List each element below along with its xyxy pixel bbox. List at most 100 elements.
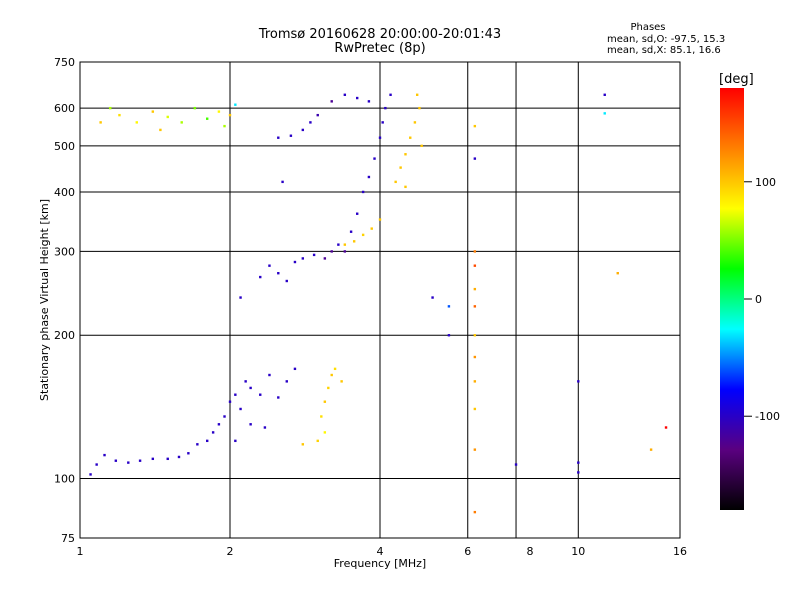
data-point <box>664 426 668 429</box>
data-point <box>95 463 98 466</box>
data-point <box>420 144 423 148</box>
colorbar-ticks: 100 0 -100 <box>744 176 780 423</box>
data-point <box>289 134 293 137</box>
data-point <box>138 459 142 462</box>
x-tick-label: 8 <box>527 545 534 558</box>
data-point <box>473 334 477 337</box>
data-point <box>193 106 197 110</box>
y-axis-label: Stationary phase Virtual Height [km] <box>38 199 51 401</box>
x-tick-label: 2 <box>227 545 234 558</box>
data-point <box>196 443 199 446</box>
data-point <box>355 212 359 215</box>
data-point <box>343 93 347 96</box>
data-point <box>285 279 288 283</box>
data-point <box>473 305 477 308</box>
data-point <box>473 287 477 291</box>
data-point <box>367 100 371 103</box>
data-point <box>293 367 297 371</box>
data-point <box>431 296 434 299</box>
data-point <box>228 400 232 403</box>
data-point <box>159 128 162 132</box>
data-point <box>187 452 190 455</box>
data-point <box>217 110 221 113</box>
data-point <box>205 117 209 120</box>
data-point <box>135 121 138 124</box>
data-point <box>394 180 397 184</box>
data-point <box>330 250 333 253</box>
x-tick-label: 4 <box>377 545 384 558</box>
phase-stats-o: mean, sd,O: -97.5, 15.3 <box>607 34 725 45</box>
data-point <box>109 106 112 110</box>
x-tick-label: 1 <box>77 545 84 558</box>
data-point <box>649 448 653 451</box>
phase-stats-heading: Phases <box>630 22 665 33</box>
data-point <box>418 106 421 110</box>
data-point <box>151 110 155 113</box>
data-point <box>180 121 183 124</box>
grid-lines <box>80 62 680 538</box>
x-tick-label: 16 <box>673 545 687 558</box>
data-point <box>415 93 419 96</box>
data-point <box>166 115 169 119</box>
data-point <box>384 106 387 110</box>
data-point <box>234 393 237 396</box>
y-axis-ticks: 75 100 200 300 400 500 600 750 <box>54 56 75 545</box>
data-point <box>249 386 252 390</box>
data-point <box>323 431 327 434</box>
data-point <box>277 396 280 399</box>
data-point <box>301 443 305 446</box>
data-point <box>343 243 347 246</box>
data-point <box>473 448 477 451</box>
data-point <box>277 272 280 275</box>
data-point <box>285 380 288 383</box>
y-tick-label: 750 <box>54 56 75 69</box>
data-point <box>151 457 155 461</box>
data-point <box>244 380 247 383</box>
data-point <box>577 471 580 474</box>
data-point <box>473 380 477 383</box>
chart-title: Tromsø 20160628 20:00:00-20:01:43 <box>258 27 501 42</box>
data-point <box>239 407 242 411</box>
data-point <box>389 93 392 96</box>
data-point <box>263 426 267 429</box>
y-tick-label: 500 <box>54 140 75 153</box>
data-point <box>166 457 169 461</box>
data-point <box>281 180 284 184</box>
data-point <box>514 463 518 466</box>
data-point <box>268 373 271 377</box>
data-point <box>118 113 121 117</box>
data-point <box>355 96 359 100</box>
data-point <box>259 393 262 396</box>
data-point <box>323 400 327 403</box>
phase-stats-x: mean, sd,X: 85.1, 16.6 <box>607 45 721 56</box>
data-point <box>223 124 226 128</box>
y-tick-label: 400 <box>54 186 75 199</box>
data-point <box>320 415 323 418</box>
data-point <box>349 230 353 233</box>
data-point <box>413 121 417 124</box>
data-point <box>205 439 209 443</box>
data-point <box>473 407 477 411</box>
data-point <box>603 112 606 115</box>
data-point <box>323 257 327 260</box>
data-point <box>293 260 297 264</box>
data-point <box>277 136 280 139</box>
x-axis-ticks: 1 2 4 6 8 10 16 <box>77 545 688 558</box>
data-point <box>378 136 382 139</box>
data-point <box>361 233 365 237</box>
data-point <box>373 157 376 160</box>
data-point <box>114 459 118 462</box>
data-point <box>268 264 271 267</box>
data-point <box>473 510 477 514</box>
data-point <box>473 355 477 359</box>
data-point <box>223 415 226 418</box>
data-point <box>370 227 373 230</box>
data-point <box>330 373 333 377</box>
x-tick-label: 6 <box>464 545 471 558</box>
colorbar-tick-label: 0 <box>755 293 762 306</box>
y-tick-label: 75 <box>61 532 75 545</box>
colorbar-label: [deg] <box>719 72 754 87</box>
data-point <box>249 423 252 426</box>
data-point <box>399 166 402 169</box>
